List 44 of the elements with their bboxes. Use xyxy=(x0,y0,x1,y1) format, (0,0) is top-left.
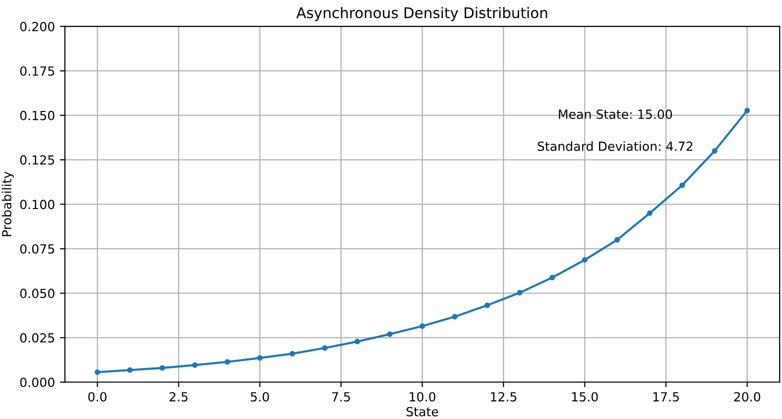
y-tick-label: 0.050 xyxy=(20,288,54,298)
x-tick-label: 7.5 xyxy=(332,392,350,402)
x-tick-label: 20.0 xyxy=(734,392,760,402)
point xyxy=(94,369,100,375)
x-tick-label: 5.0 xyxy=(250,392,269,402)
x-tick-label: 2.5 xyxy=(170,392,188,402)
y-tick-label: 0.000 xyxy=(20,378,54,388)
x-axis-title: State xyxy=(406,406,438,416)
point xyxy=(224,359,230,365)
point xyxy=(160,365,166,371)
y-axis-title: Probability xyxy=(2,172,14,236)
x-tick-label: 0.0 xyxy=(88,392,107,402)
point xyxy=(290,350,296,356)
point xyxy=(549,274,556,280)
y-tick-label: 0.150 xyxy=(20,110,54,120)
point xyxy=(452,314,458,320)
x-tick-label: 10.0 xyxy=(410,392,436,402)
point xyxy=(516,290,523,296)
point xyxy=(484,302,490,308)
annotation: Mean State: 15.00 xyxy=(558,110,672,119)
y-tick-label: 0.125 xyxy=(20,155,54,165)
point xyxy=(744,108,750,114)
y-tick-label: 0.200 xyxy=(20,22,54,32)
chart-title: Asynchronous Density Distribution xyxy=(296,6,548,22)
point xyxy=(354,338,360,344)
x-tick-label: 15.0 xyxy=(572,392,598,402)
y-tick-label: 0.175 xyxy=(20,66,54,76)
point xyxy=(322,345,328,351)
point xyxy=(127,367,133,373)
point xyxy=(679,182,685,188)
point xyxy=(614,237,620,243)
y-tick-label: 0.025 xyxy=(20,333,54,343)
point xyxy=(712,148,718,154)
point xyxy=(387,331,393,337)
y-tick-label: 0.100 xyxy=(20,200,54,210)
y-tick-label: 0.075 xyxy=(20,244,54,254)
x-tick-label: 17.5 xyxy=(653,392,679,402)
point xyxy=(582,257,588,263)
x-tick-label: 12.5 xyxy=(490,392,516,402)
point xyxy=(192,362,198,368)
point xyxy=(257,355,263,361)
point xyxy=(420,323,426,329)
annotation: Standard Deviation: 4.72 xyxy=(538,141,692,151)
point xyxy=(646,210,652,216)
